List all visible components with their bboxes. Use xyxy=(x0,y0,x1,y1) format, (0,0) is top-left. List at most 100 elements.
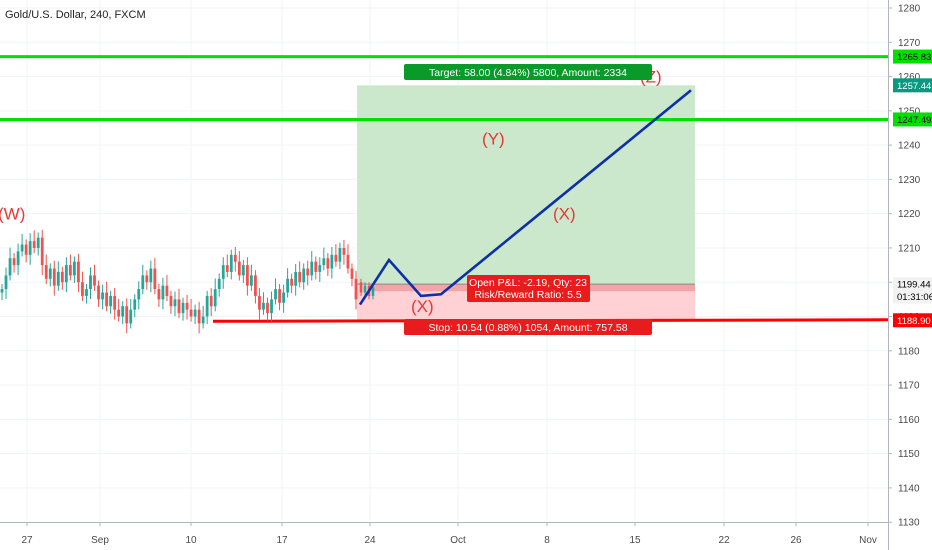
candle-body xyxy=(322,258,326,266)
candle-body xyxy=(36,237,40,248)
candle-body xyxy=(290,278,294,286)
time-tick-label: 10 xyxy=(185,535,197,546)
candle-body xyxy=(310,261,314,276)
time-axis[interactable]: 27 Sep 10 17 24 Oct 8 15 22 26 Nov xyxy=(0,522,888,550)
candle-body xyxy=(318,265,322,272)
time-tick-label: Nov xyxy=(859,535,877,546)
projection-path xyxy=(358,89,692,306)
price-tag: 1265.83 xyxy=(893,49,932,64)
candle-body xyxy=(73,261,76,276)
rr-label: Risk/Reward Ratio: 5.5 xyxy=(474,289,582,301)
time-tick-label: 17 xyxy=(276,535,288,546)
candle-body xyxy=(274,289,277,300)
candle-body xyxy=(371,287,375,296)
candle-body xyxy=(258,295,261,310)
candle-body xyxy=(145,275,149,283)
price-tick-label: 1130 xyxy=(898,518,920,529)
price-tag-text: 1247.49 xyxy=(897,115,931,126)
candle-body xyxy=(12,258,16,266)
price-tick-label: 1140 xyxy=(898,483,920,494)
candle-body xyxy=(189,309,193,317)
candle-body xyxy=(20,244,24,252)
candle-body xyxy=(334,254,338,262)
target-label-bg xyxy=(404,64,652,80)
candle-body xyxy=(266,302,269,314)
price-tick-label: 1270 xyxy=(898,38,921,49)
price-axis[interactable]: 1130114011501160117011801190120012101220… xyxy=(888,0,932,550)
candle-body xyxy=(213,289,217,307)
candle-body xyxy=(121,306,125,317)
candle-body xyxy=(16,251,20,266)
candle-body xyxy=(133,299,137,310)
price-tick-label: 1280 xyxy=(898,4,921,15)
price-tick-label: 1230 xyxy=(898,175,921,186)
time-tick-label: 22 xyxy=(718,535,730,546)
candle-body xyxy=(225,265,229,272)
candle-body xyxy=(68,265,72,276)
price-tag: 1257.44 xyxy=(893,78,932,93)
candle-body xyxy=(354,278,358,300)
candle-body xyxy=(85,289,88,296)
price-tag: 1199.44 xyxy=(893,277,932,292)
wave-label: (X) xyxy=(411,297,434,316)
projection-line xyxy=(358,89,692,306)
candle-body xyxy=(89,275,92,290)
price-tag-text: 01:31:06 xyxy=(897,292,932,303)
candle-body xyxy=(97,285,100,300)
price-tick-label: 1170 xyxy=(898,381,920,392)
time-tick-label: 27 xyxy=(21,535,33,546)
target-label: Target: 58.00 (4.84%) 5800, Amount: 2334 xyxy=(404,64,652,80)
candle-body xyxy=(44,265,48,279)
candle-body xyxy=(173,299,177,307)
candle-body xyxy=(229,254,233,272)
candle-body xyxy=(338,247,342,262)
candle-body xyxy=(221,265,225,279)
labels: (W)(X)(Y)(X)(Z)Target: 58.00 (4.84%) 580… xyxy=(0,64,662,335)
pnl-label: Open P&L: -2.19, Qty: 23 xyxy=(469,277,587,289)
price-tag-bg xyxy=(893,112,932,127)
candle-body xyxy=(262,302,265,310)
candle-body xyxy=(8,258,12,276)
price-tag: 1188.90 xyxy=(893,313,932,328)
price-tag: 01:31:06 xyxy=(893,289,932,304)
target-label-text: Target: 58.00 (4.84%) 5800, Amount: 2334 xyxy=(429,67,627,79)
candle-body xyxy=(28,241,32,255)
wave-label: (W) xyxy=(0,205,25,224)
candle-body xyxy=(298,271,302,283)
stop-label: Stop: 10.54 (0.88%) 1054, Amount: 757.58 xyxy=(404,319,652,335)
candle-body xyxy=(363,285,367,293)
candle-body xyxy=(286,278,290,293)
candles xyxy=(0,229,375,334)
candle-body xyxy=(109,295,113,307)
candle-body xyxy=(270,299,273,314)
candle-body xyxy=(233,254,237,262)
price-tick-label: 1250 xyxy=(898,106,921,117)
time-tick-label: Oct xyxy=(450,535,466,546)
candle-body xyxy=(326,258,330,269)
candle-body xyxy=(181,302,185,314)
price-tag-text: 1199.44 xyxy=(897,280,931,291)
candle-body xyxy=(282,292,285,303)
candle-body xyxy=(205,295,209,317)
candle-body xyxy=(314,261,318,272)
candle-body xyxy=(32,241,36,248)
candle-body xyxy=(302,268,306,283)
candle-body xyxy=(64,265,68,283)
candle-body xyxy=(245,265,249,286)
candle-body xyxy=(153,268,157,290)
candle-body xyxy=(350,268,354,279)
candle-body xyxy=(141,275,145,290)
candle-body xyxy=(209,295,213,307)
candle-body xyxy=(24,244,28,255)
price-tag: 1247.49 xyxy=(893,112,932,127)
candle-body xyxy=(165,285,169,296)
time-tick-label: 8 xyxy=(544,535,550,546)
candle-body xyxy=(193,309,197,317)
candle-body xyxy=(294,271,298,286)
price-tag-text: 1265.83 xyxy=(897,52,931,63)
candle-body xyxy=(342,247,346,255)
candle-body xyxy=(241,265,245,276)
price-tag-bg xyxy=(893,49,932,64)
